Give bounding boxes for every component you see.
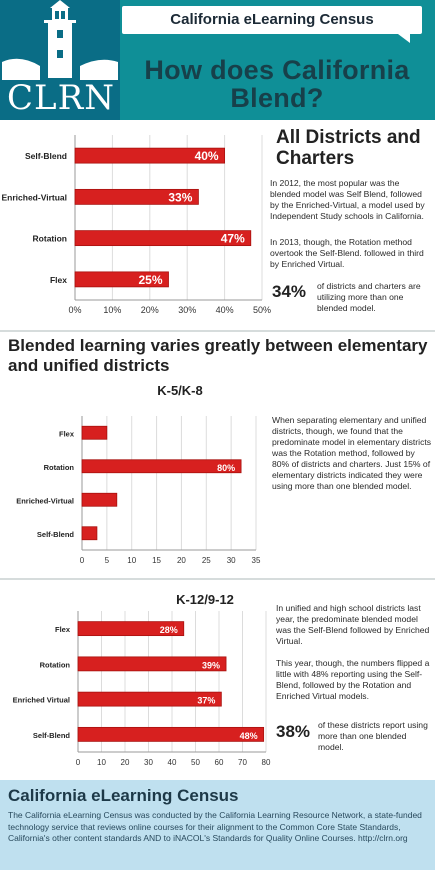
bar-data-label: 47% <box>221 232 245 246</box>
bar-data-label: 80% <box>217 463 235 473</box>
banner-box: California eLearning Census <box>122 6 422 34</box>
divider <box>0 330 435 332</box>
section3-stat-value: 38% <box>276 722 311 741</box>
lighthouse-icon <box>2 0 118 80</box>
x-tick-label: 60 <box>215 758 224 767</box>
x-tick-label: 15 <box>152 556 161 565</box>
section3-subtitle: K-12/9-12 <box>176 592 234 607</box>
bar-data-label: 25% <box>138 273 162 287</box>
bar-data-label: 28% <box>160 625 178 635</box>
bar <box>77 621 185 637</box>
category-label: Enriched-Virtual <box>16 496 74 505</box>
x-tick-label: 35 <box>252 556 261 565</box>
section1-para1: In 2012, the most popular was the blende… <box>270 178 425 221</box>
bar <box>81 459 242 474</box>
speech-tail <box>398 34 410 43</box>
bar-data-label: 48% <box>240 731 258 741</box>
chart-all-districts: 0% 10% 20% 30% 40% 50% Self-Blend 40% Enriched-V… <box>2 135 271 315</box>
category-label: Self-Blend <box>25 151 67 161</box>
x-tick-label: 10 <box>127 556 136 565</box>
clrn-logo: CLRN <box>0 0 120 120</box>
bar-data-label: 33% <box>168 190 192 204</box>
x-tick-label: 10 <box>97 758 106 767</box>
section3-para2: This year, though, the numbers flipped a… <box>276 658 430 701</box>
x-tick-label: 40 <box>168 758 177 767</box>
category-label: Flex <box>55 625 71 634</box>
bar-data-label: 40% <box>195 149 219 163</box>
x-tick-label: 70 <box>238 758 247 767</box>
bar <box>74 188 199 205</box>
section2-subtitle: K-5/K-8 <box>157 383 203 398</box>
bar <box>77 691 222 707</box>
section1-stat-value: 34% <box>272 282 307 301</box>
section1-stat-text: of districts and charters are utilizing … <box>317 281 421 313</box>
bar-data-label: 37% <box>197 696 215 706</box>
bar-data-label: 39% <box>202 660 220 670</box>
x-tick-label: 0 <box>80 556 85 565</box>
logo-text: CLRN <box>7 78 115 118</box>
bar <box>77 656 227 672</box>
section3-stat-text: of these districts report using more tha… <box>318 720 428 752</box>
category-label: Flex <box>59 429 75 438</box>
category-label: Self-Blend <box>37 530 75 539</box>
category-label: Rotation <box>44 463 75 472</box>
x-tick-label: 20% <box>141 305 159 315</box>
x-tick-label: 10% <box>103 305 121 315</box>
bar <box>74 230 252 247</box>
x-tick-label: 40% <box>216 305 234 315</box>
x-tick-label: 20 <box>121 758 130 767</box>
category-label: Flex <box>50 275 67 285</box>
category-label: Enriched-Virtual <box>2 192 68 202</box>
section1-para2: In 2013, though, the Rotation method ove… <box>270 237 424 269</box>
bar <box>77 726 265 742</box>
chart-unified: 0 10 20 30 40 50 60 70 80 Flex 28% Rotation 39% Enric… <box>13 611 271 767</box>
x-tick-label: 30% <box>178 305 196 315</box>
x-tick-label: 30 <box>227 556 236 565</box>
divider <box>0 578 435 580</box>
category-label: Self-Blend <box>33 731 71 740</box>
x-tick-label: 30 <box>144 758 153 767</box>
section2-title: Blended learning varies greatly between … <box>8 336 428 375</box>
page-headline: How does California Blend? <box>144 55 410 113</box>
x-tick-label: 0 <box>76 758 81 767</box>
bar <box>74 271 169 288</box>
x-tick-label: 25 <box>202 556 211 565</box>
x-tick-label: 0% <box>68 305 81 315</box>
banner-title: California eLearning Census <box>170 11 374 28</box>
section3-para1: In unified and high school districts las… <box>276 603 430 646</box>
section1-title: All Districts and Charters <box>276 127 421 169</box>
category-label: Enriched Virtual <box>13 696 70 705</box>
bar <box>81 425 108 440</box>
x-tick-label: 20 <box>177 556 186 565</box>
x-tick-label: 50% <box>253 305 271 315</box>
bar <box>81 526 98 541</box>
bar <box>81 492 118 507</box>
x-tick-label: 5 <box>105 556 110 565</box>
chart-elementary: 0 5 10 15 20 25 30 35 Flex Rotation 80% Enriched-Vi… <box>16 416 261 565</box>
section2-para: When separating elementary and unified d… <box>272 415 432 491</box>
x-tick-label: 50 <box>191 758 200 767</box>
footer-title: California eLearning Census <box>8 786 239 805</box>
footer: California eLearning Census The Californ… <box>0 780 435 870</box>
x-tick-label: 80 <box>262 758 271 767</box>
category-label: Rotation <box>33 234 67 244</box>
category-label: Rotation <box>40 660 71 669</box>
footer-body: The California eLearning Census was cond… <box>8 810 422 843</box>
bar <box>74 147 226 164</box>
